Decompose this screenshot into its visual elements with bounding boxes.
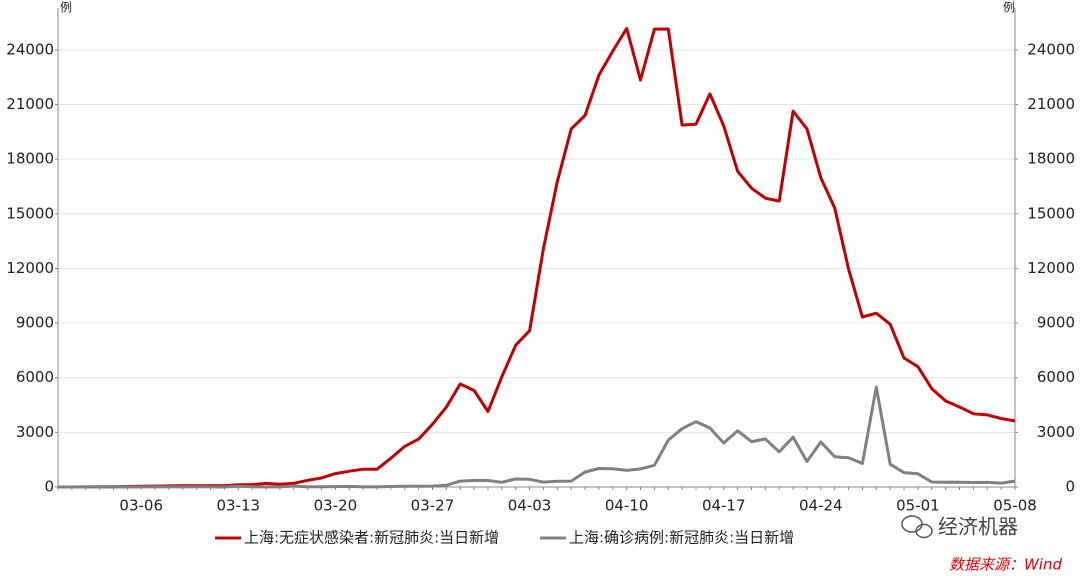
y2-tick-label: 6000 (1037, 368, 1075, 386)
y-tick-label: 3000 (16, 423, 54, 441)
y-tick-label: 0 (44, 478, 54, 496)
x-tick-label: 05-08 (993, 497, 1037, 515)
watermark-icon (901, 515, 933, 539)
x-tick-label: 04-10 (605, 497, 649, 515)
legend-label: 上海:确诊病例:新冠肺炎:当日新增 (569, 529, 794, 547)
y-tick-label: 18000 (6, 150, 54, 168)
y2-tick-label: 24000 (1027, 40, 1075, 58)
y-tick-label: 21000 (6, 95, 54, 113)
source-note: 数据来源：Wind (949, 556, 1063, 574)
y-axis-label: 例 (60, 1, 72, 15)
y2-tick-label: 21000 (1027, 95, 1075, 113)
y2-tick-label: 18000 (1027, 150, 1075, 168)
y-tick-label: 24000 (6, 40, 54, 58)
x-tick-label: 04-03 (508, 497, 552, 515)
x-tick-label: 03-20 (314, 497, 358, 515)
y2-tick-label: 3000 (1037, 423, 1075, 441)
x-tick-label: 04-17 (702, 497, 746, 515)
watermark: 经济机器 (938, 515, 1018, 539)
y-tick-label: 6000 (16, 368, 54, 386)
y2-tick-label: 15000 (1027, 204, 1075, 222)
x-tick-label: 03-06 (119, 497, 163, 515)
legend-label: 上海:无症状感染者:新冠肺炎:当日新增 (244, 529, 499, 547)
y2-tick-label: 12000 (1027, 259, 1075, 277)
y-tick-label: 12000 (6, 259, 54, 277)
y-tick-label: 15000 (6, 204, 54, 222)
y-tick-label: 9000 (16, 314, 54, 332)
y2-tick-label: 0 (1065, 478, 1075, 496)
y2-axis-label: 例 (1003, 1, 1015, 15)
y2-tick-label: 9000 (1037, 314, 1075, 332)
x-tick-label: 03-13 (217, 497, 261, 515)
x-tick-label: 04-24 (799, 497, 843, 515)
x-tick-label: 03-27 (411, 497, 455, 515)
series-line (58, 385, 1016, 489)
x-tick-label: 05-01 (896, 497, 940, 515)
